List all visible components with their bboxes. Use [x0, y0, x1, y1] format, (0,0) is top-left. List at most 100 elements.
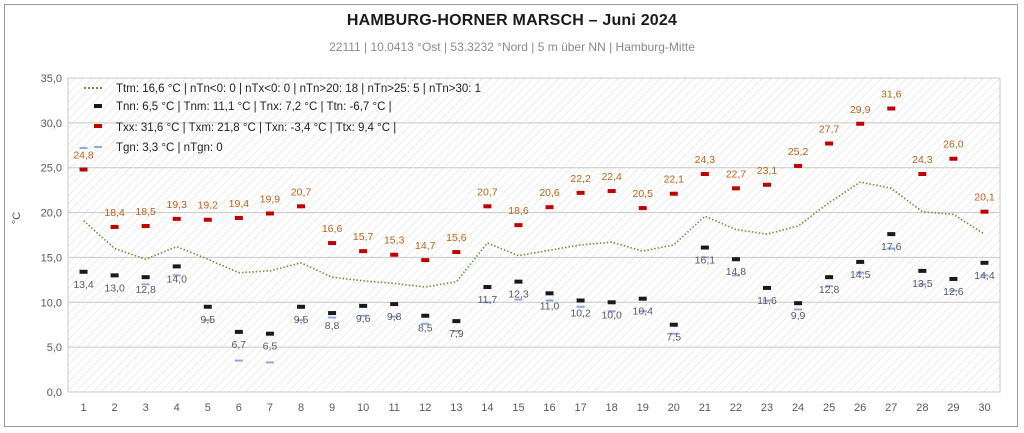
x-tick-label: 4 — [174, 402, 180, 414]
legend-tx-text: Txx: 31,6 °C | Txm: 21,8 °C | Txn: -3,4 … — [116, 122, 396, 134]
tg-mark — [452, 329, 461, 332]
tx-label: 19,9 — [260, 193, 281, 205]
tx-mark — [390, 252, 399, 257]
x-tick-label: 2 — [112, 402, 118, 414]
tx-label: 16,6 — [322, 223, 343, 235]
tn-label: 8,5 — [418, 323, 433, 335]
tg-mark — [390, 315, 399, 318]
x-tick-label: 25 — [823, 402, 835, 414]
tx-label: 24,3 — [912, 154, 933, 166]
tn-label: 12,6 — [943, 286, 964, 298]
x-tick-label: 26 — [854, 402, 866, 414]
tn-mark — [887, 232, 896, 237]
y-tick-label: 10,0 — [41, 297, 62, 309]
tx-mark — [825, 141, 834, 146]
tn-label: 13,5 — [912, 278, 933, 290]
y-tick-label: 20,0 — [41, 208, 62, 220]
tg-mark — [887, 247, 896, 250]
tn-label: 9,5 — [294, 314, 309, 326]
tn-label: 11,0 — [540, 300, 560, 312]
plot-area — [67, 77, 1001, 393]
tn-label: 14,4 — [974, 270, 995, 282]
x-tick-label: 17 — [574, 402, 586, 414]
tg-mark — [700, 256, 709, 259]
tn-mark — [110, 273, 119, 278]
x-tick-label: 11 — [388, 402, 399, 414]
tx-mark — [918, 171, 927, 176]
tn-label: 13,0 — [104, 282, 125, 294]
tn-mark — [172, 264, 181, 269]
x-tick-label: 9 — [329, 402, 335, 414]
y-axis-label: °C — [11, 212, 23, 224]
grid — [68, 77, 1000, 393]
tx-mark — [483, 204, 492, 209]
x-tick-label: 18 — [606, 402, 618, 414]
tg-mark — [980, 274, 989, 277]
x-tick-label: 15 — [512, 402, 524, 414]
tn-mark — [825, 275, 834, 280]
y-axis: 0,0 5,0 10,0 15,0 20,0 25,0 30,0 35,0 — [41, 73, 62, 399]
tn-mark — [856, 259, 865, 264]
tg-mark — [297, 319, 305, 322]
legend-ttm-text: Ttm: 16,6 °C | nTn<0: 0 | nTx<0: 0 | nTn… — [116, 83, 481, 95]
x-tick-label: 1 — [80, 402, 86, 414]
tx-label: 22,2 — [570, 173, 591, 185]
tx-label: 20,6 — [539, 187, 560, 199]
tx-label: 15,3 — [384, 235, 405, 247]
tn-mark — [297, 304, 305, 309]
x-tick-label: 19 — [637, 402, 649, 414]
tx-label: 27,7 — [819, 123, 840, 135]
tx-series: 24,8 18,4 18,5 19,3 19,2 19,4 19,9 20,7 16,6 15,7… — [73, 89, 995, 263]
tn-mark — [669, 322, 678, 327]
legend-tg-swatch — [94, 146, 102, 148]
legend-tx-swatch — [94, 124, 102, 128]
tx-mark — [203, 217, 212, 222]
tx-label: 20,5 — [633, 188, 654, 200]
tn-mark — [203, 304, 212, 309]
tx-mark — [452, 250, 461, 255]
tn-label: 12,8 — [135, 284, 156, 296]
tx-label: 19,4 — [229, 198, 250, 210]
tx-mark — [79, 167, 88, 172]
x-tick-label: 14 — [481, 402, 493, 414]
tn-label: 9,6 — [356, 313, 371, 325]
tg-mark — [638, 310, 647, 313]
tx-mark — [545, 205, 554, 210]
tx-label: 22,7 — [726, 168, 747, 180]
x-tick-label: 8 — [298, 402, 304, 414]
tn-label: 13,4 — [73, 279, 94, 291]
x-tick-label: 10 — [357, 402, 369, 414]
tn-label: 7,5 — [666, 332, 681, 344]
tn-label: 9,5 — [200, 314, 215, 326]
tg-mark — [856, 271, 865, 274]
x-axis: 1 2 3 4 5 6 7 8 9 10 11 12 13 14 15 16 17 18 19 20 21 22 23 24 2… — [80, 402, 990, 414]
tn-label: 6,7 — [232, 339, 247, 351]
tn-series: 13,4 13,0 12,8 14,0 9,5 6,7 6,5 9,5 8,8 9,6 9,8 8,5… — [73, 232, 995, 353]
x-tick-label: 16 — [543, 402, 555, 414]
tx-mark — [669, 191, 678, 196]
tx-label: 15,6 — [446, 232, 467, 244]
y-tick-label: 0,0 — [47, 387, 62, 399]
tg-mark — [794, 308, 803, 311]
tg-mark — [483, 301, 492, 304]
legend: Ttm: 16,6 °C | nTn<0: 0 | nTx<0: 0 | nTn… — [84, 83, 481, 154]
tg-mark — [731, 274, 740, 277]
y-tick-label: 5,0 — [47, 342, 62, 354]
tx-label: 18,6 — [508, 205, 529, 217]
tg-mark — [421, 322, 430, 325]
tx-mark — [172, 216, 181, 221]
x-tick-label: 13 — [450, 402, 462, 414]
tn-label: 12,8 — [819, 284, 840, 296]
x-tick-label: 30 — [978, 402, 990, 414]
tx-label: 26,0 — [943, 139, 964, 151]
tx-label: 22,4 — [601, 171, 622, 183]
y-tick-label: 35,0 — [41, 73, 62, 85]
tg-mark — [265, 361, 274, 364]
x-tick-label: 6 — [236, 402, 242, 414]
tg-mark — [79, 146, 88, 149]
tn-label: 9,9 — [791, 310, 806, 322]
tn-mark — [141, 275, 150, 280]
x-tick-label: 28 — [916, 402, 928, 414]
y-tick-label: 25,0 — [41, 163, 62, 175]
legend-tn-text: Tnn: 6,5 °C | Tnm: 11,1 °C | Tnx: 7,2 °C… — [116, 101, 392, 113]
